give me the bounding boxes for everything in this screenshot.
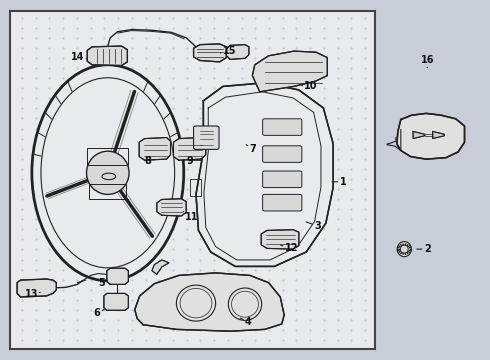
Polygon shape: [173, 138, 206, 160]
Ellipse shape: [87, 151, 129, 194]
FancyBboxPatch shape: [263, 171, 302, 188]
Polygon shape: [196, 83, 333, 266]
Text: 12: 12: [281, 243, 298, 253]
Ellipse shape: [32, 65, 184, 281]
Text: 13: 13: [25, 289, 40, 299]
Text: 11: 11: [183, 212, 199, 222]
Text: 2: 2: [417, 244, 431, 254]
Polygon shape: [397, 113, 465, 159]
FancyBboxPatch shape: [263, 194, 302, 211]
Text: 6: 6: [94, 308, 104, 318]
Text: 1: 1: [332, 177, 346, 187]
FancyBboxPatch shape: [263, 146, 302, 162]
Text: 16: 16: [420, 55, 434, 68]
Polygon shape: [194, 44, 226, 62]
FancyBboxPatch shape: [10, 11, 375, 349]
Text: 10: 10: [302, 81, 318, 91]
Polygon shape: [135, 273, 284, 331]
Polygon shape: [17, 279, 56, 297]
Text: 15: 15: [220, 46, 236, 56]
Text: 3: 3: [306, 221, 321, 231]
Text: 9: 9: [184, 156, 194, 166]
Polygon shape: [87, 46, 127, 66]
Ellipse shape: [41, 78, 174, 268]
Polygon shape: [413, 131, 425, 139]
Polygon shape: [433, 131, 444, 139]
FancyBboxPatch shape: [263, 119, 302, 135]
Text: 14: 14: [71, 52, 87, 62]
Polygon shape: [226, 45, 249, 59]
Text: 7: 7: [246, 144, 256, 154]
Polygon shape: [104, 293, 128, 310]
Text: 4: 4: [241, 317, 252, 327]
Polygon shape: [157, 199, 186, 216]
Text: 8: 8: [145, 156, 154, 166]
Polygon shape: [261, 230, 299, 249]
Ellipse shape: [397, 242, 411, 257]
Polygon shape: [152, 260, 169, 274]
FancyBboxPatch shape: [194, 126, 219, 149]
Text: 5: 5: [98, 278, 107, 288]
Polygon shape: [252, 51, 327, 92]
Polygon shape: [139, 138, 171, 160]
Polygon shape: [107, 268, 128, 284]
